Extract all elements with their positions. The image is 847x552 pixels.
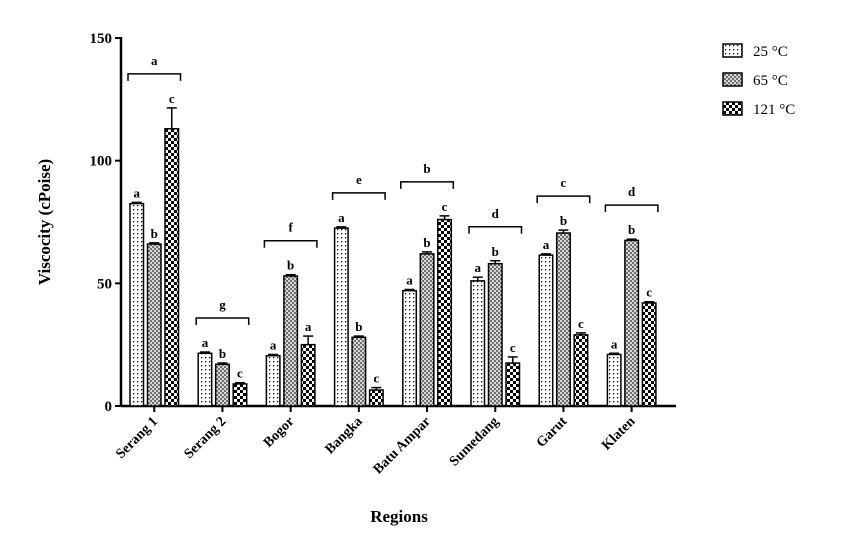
legend-swatch bbox=[722, 72, 743, 87]
bar bbox=[555, 232, 571, 407]
x-tick-label: Serang 1 bbox=[113, 414, 161, 462]
y-tick-label: 50 bbox=[97, 276, 112, 292]
bar bbox=[402, 289, 418, 407]
significance-letter: a bbox=[338, 210, 345, 225]
significance-letter: a bbox=[202, 335, 209, 350]
significance-letter: a bbox=[134, 185, 141, 200]
significance-letter: b bbox=[560, 213, 567, 228]
significance-letter: b bbox=[628, 222, 635, 237]
significance-letter: a bbox=[270, 337, 277, 352]
bar bbox=[538, 254, 554, 407]
significance-letter: b bbox=[219, 346, 226, 361]
bar bbox=[419, 253, 435, 407]
significance-letter: c bbox=[578, 316, 584, 331]
y-axis-title: Viscocity (cPoise) bbox=[35, 159, 54, 285]
significance-letter: c bbox=[169, 91, 175, 106]
significance-letter: a bbox=[475, 260, 482, 275]
significance-letter: a bbox=[611, 336, 618, 351]
group-bracket bbox=[263, 239, 318, 248]
bar bbox=[368, 389, 384, 407]
group-bracket bbox=[400, 181, 455, 189]
significance-letter: a bbox=[305, 319, 312, 334]
bar bbox=[351, 336, 367, 407]
significance-letter: a bbox=[406, 272, 413, 287]
bar bbox=[300, 343, 316, 407]
bar bbox=[129, 202, 145, 407]
bar bbox=[146, 243, 162, 407]
group-letter: e bbox=[356, 172, 362, 187]
bar bbox=[197, 352, 213, 407]
group-bracket bbox=[536, 195, 591, 204]
legend-swatch bbox=[722, 43, 743, 58]
x-tick-label: Bogor bbox=[261, 414, 297, 450]
significance-letter: c bbox=[510, 340, 516, 355]
x-tick-label: Klaten bbox=[599, 414, 638, 453]
bar bbox=[624, 239, 640, 407]
group-bracket bbox=[604, 204, 659, 213]
legend-label: 65 °C bbox=[753, 73, 788, 89]
significance-letter: c bbox=[237, 366, 243, 381]
group-letter: d bbox=[628, 184, 636, 199]
significance-letter: b bbox=[355, 319, 362, 334]
bar bbox=[333, 227, 349, 407]
group-letter: f bbox=[288, 220, 293, 235]
x-tick-label: Batu Ampar bbox=[371, 414, 434, 477]
x-axis-title: Regions bbox=[370, 507, 428, 526]
x-tick-label: Garut bbox=[534, 414, 571, 451]
significance-letter: c bbox=[442, 199, 448, 214]
significance-letter: b bbox=[151, 226, 158, 241]
legend-swatch bbox=[722, 101, 743, 116]
bar bbox=[470, 280, 486, 407]
significance-letter: a bbox=[543, 237, 550, 252]
x-tick-label: Sumedang bbox=[447, 414, 502, 469]
y-tick-label: 100 bbox=[90, 154, 113, 170]
group-bracket bbox=[195, 317, 250, 326]
bar bbox=[606, 353, 622, 407]
bar bbox=[214, 363, 230, 407]
significance-letter: b bbox=[423, 235, 430, 250]
x-tick-label: Bangka bbox=[323, 414, 366, 457]
group-bracket bbox=[468, 226, 523, 234]
group-bracket bbox=[127, 73, 182, 81]
significance-letter: c bbox=[646, 285, 652, 300]
significance-letter: c bbox=[373, 371, 379, 386]
bar bbox=[283, 275, 299, 407]
bar bbox=[573, 334, 589, 407]
bar bbox=[641, 302, 657, 407]
bar bbox=[505, 362, 521, 407]
legend-label: 121 °C bbox=[753, 102, 795, 118]
y-tick-label: 0 bbox=[105, 399, 113, 415]
group-letter: g bbox=[219, 297, 226, 312]
significance-letter: b bbox=[492, 244, 499, 259]
x-tick-label: Serang 2 bbox=[182, 414, 230, 462]
bar bbox=[232, 383, 248, 407]
legend-label: 25 °C bbox=[753, 44, 788, 60]
group-letter: a bbox=[151, 53, 158, 68]
bar bbox=[164, 128, 180, 407]
y-tick-label: 150 bbox=[90, 31, 113, 47]
group-letter: d bbox=[492, 206, 500, 221]
group-bracket bbox=[331, 192, 386, 200]
legend: 25 °C 65 °C 121 °C bbox=[722, 43, 795, 118]
significance-letter: b bbox=[287, 258, 294, 273]
group-letter: c bbox=[561, 175, 567, 190]
bar bbox=[265, 354, 281, 407]
group-letter: b bbox=[423, 161, 430, 176]
bar bbox=[437, 218, 453, 407]
bar bbox=[487, 262, 503, 407]
